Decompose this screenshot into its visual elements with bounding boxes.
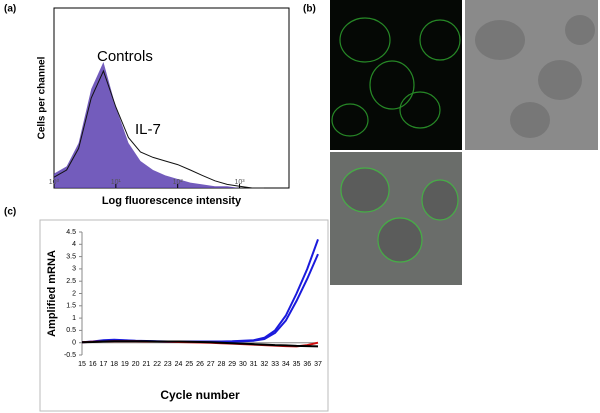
x-tick-label: 37 [314, 361, 322, 368]
x-tick-label: 17 [100, 361, 108, 368]
x-tick-label: 32 [260, 361, 268, 368]
chart-frame [39, 219, 329, 412]
y-tick-label: 2.5 [66, 278, 76, 285]
y-tick-label: 4.5 [66, 229, 76, 236]
line [81, 253, 319, 344]
y-tick-label: 3 [72, 266, 76, 273]
line [81, 340, 319, 348]
y-tick-label: 0.5 [66, 327, 76, 334]
x-tick-label: 15 [78, 361, 86, 368]
y-tick-label: 1.5 [66, 303, 76, 310]
x-axis-label: Cycle number [160, 388, 240, 402]
annotation: IL-7 [135, 121, 161, 138]
x-tick-label: 19 [121, 361, 129, 368]
x-tick-label: 27 [207, 361, 215, 368]
x-tick-label: 23 [164, 361, 172, 368]
x-tick-label: 33 [271, 361, 279, 368]
x-tick-label: 25 [185, 361, 193, 368]
x-tick-label: 29 [228, 361, 236, 368]
y-tick-label: 4 [72, 241, 76, 248]
x-tick-label: 34 [282, 361, 290, 368]
histogram [53, 69, 265, 189]
y-axis-label: Amplified mRNA [46, 250, 58, 337]
x-tick-label: 28 [218, 361, 226, 368]
panel-label: (b) [303, 4, 316, 15]
histogram [54, 62, 265, 188]
x-tick-label: 10² [173, 179, 184, 186]
annotation: Controls [97, 48, 153, 65]
x-tick-label: 24 [175, 361, 183, 368]
x-tick-label: 10⁰ [49, 178, 60, 186]
y-tick-label: 2 [72, 290, 76, 297]
x-tick-label: 35 [293, 361, 301, 368]
x-tick-label: 18 [110, 361, 118, 368]
x-tick-label: 36 [303, 361, 311, 368]
x-tick-label: 30 [239, 361, 247, 368]
x-tick-label: 20 [132, 361, 140, 368]
y-tick-label: 0 [72, 340, 76, 347]
panel-label: (a) [4, 4, 16, 15]
x-tick-label: 10³ [234, 179, 245, 186]
x-tick-label: 21 [142, 361, 150, 368]
x-tick-label: 16 [89, 361, 97, 368]
y-axis-label: Cells per channel [37, 56, 48, 139]
x-tick-label: 10¹ [111, 179, 122, 186]
line [81, 239, 319, 344]
x-tick-label: 31 [250, 361, 258, 368]
x-tick-label: 26 [196, 361, 204, 368]
y-tick-label: -0.5 [64, 352, 76, 359]
panel-label: (c) [4, 207, 16, 218]
x-axis-label: Log fluorescence intensity [102, 195, 242, 207]
y-tick-label: 1 [72, 315, 76, 322]
x-tick-label: 22 [153, 361, 161, 368]
micrograph [330, 0, 598, 285]
y-tick-label: 3.5 [66, 253, 76, 260]
